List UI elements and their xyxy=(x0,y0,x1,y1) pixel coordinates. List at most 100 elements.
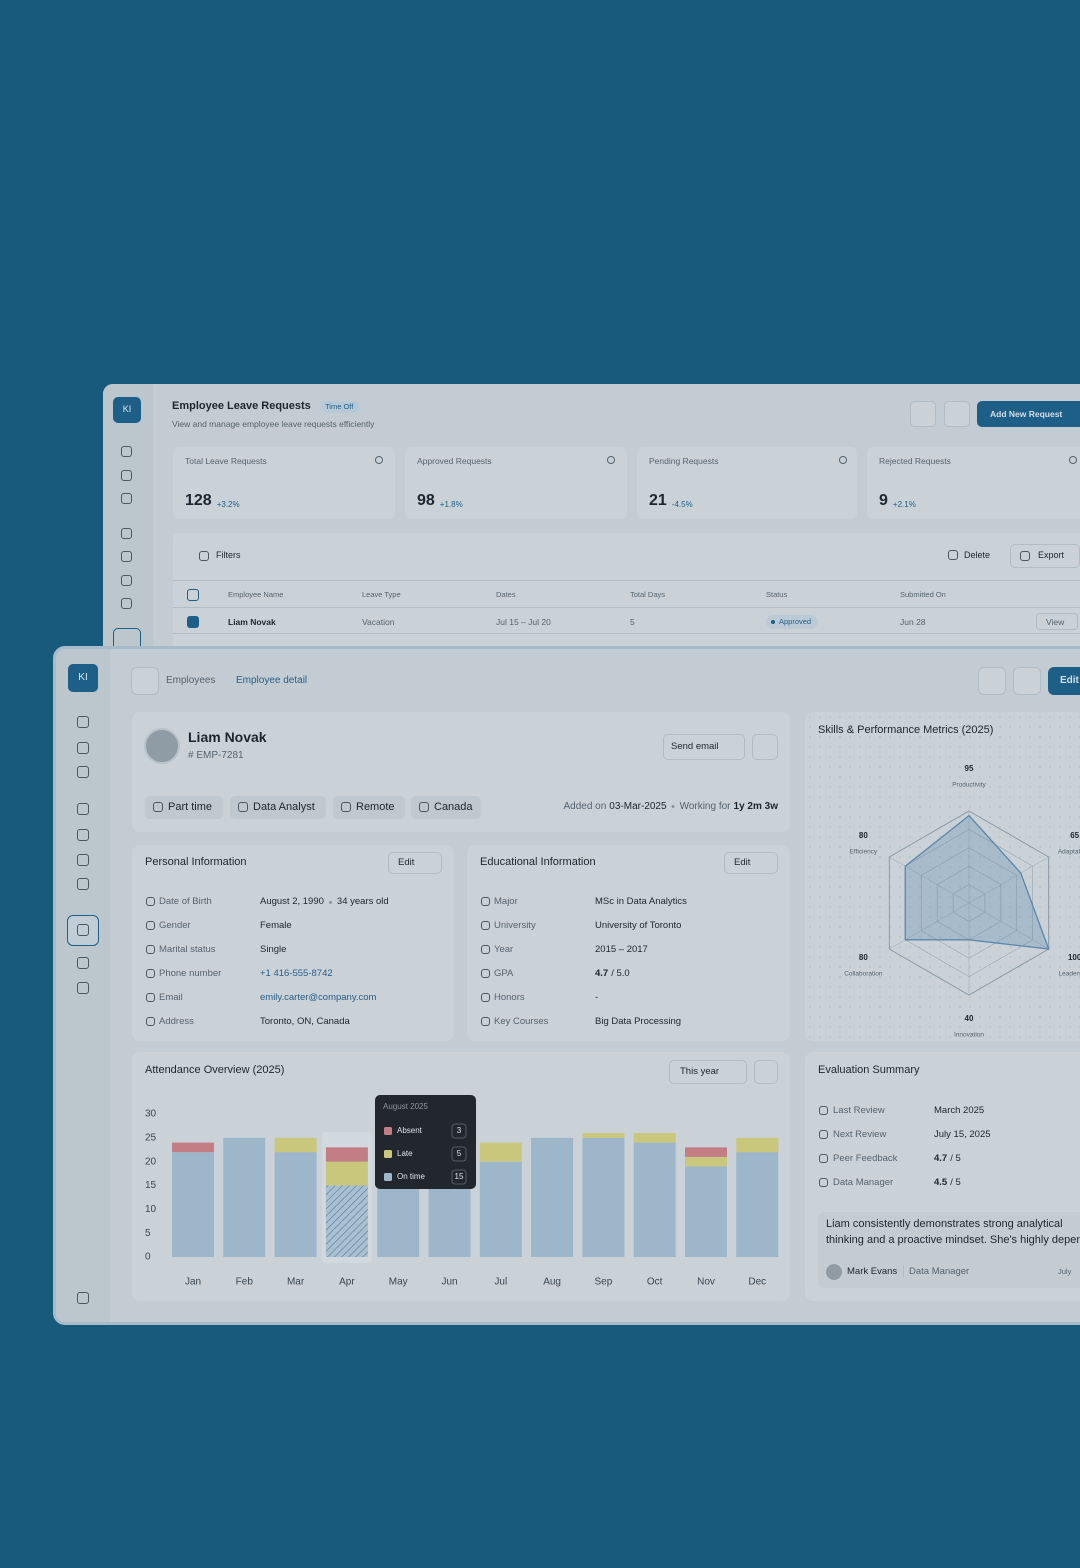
field-icon xyxy=(146,969,155,978)
panel-title: Personal Information xyxy=(145,856,247,869)
logo xyxy=(68,664,98,692)
field-label: Gender xyxy=(159,920,191,932)
nav-icon xyxy=(121,528,132,539)
sidebar xyxy=(56,649,110,1322)
suffix: / 5.0 xyxy=(611,968,630,979)
settings-button[interactable] xyxy=(944,401,970,427)
divider xyxy=(173,633,1080,634)
page-title: Employee Leave Requests xyxy=(172,400,311,413)
stat-label: Pending Requests xyxy=(649,455,719,466)
row-checkbox[interactable] xyxy=(187,616,199,628)
suffix: / 5 xyxy=(950,1177,961,1188)
field-icon xyxy=(481,945,490,954)
edit-button[interactable] xyxy=(388,852,442,874)
divider xyxy=(173,580,1080,581)
view-button[interactable] xyxy=(1036,613,1078,630)
field-label: Data Manager xyxy=(833,1177,894,1189)
tag-icon xyxy=(153,802,163,812)
field-label: Year xyxy=(494,944,514,956)
send-email-button[interactable] xyxy=(663,734,745,760)
value: March 2025 xyxy=(934,1105,985,1116)
tag-text: Remote xyxy=(356,801,395,814)
tag-icon xyxy=(341,802,351,812)
filters-button: Filters xyxy=(216,550,241,561)
feedback-box xyxy=(818,1212,1080,1288)
edit-button[interactable] xyxy=(1048,667,1080,695)
stat-row: 9 +2.1% xyxy=(879,492,916,510)
field-value: University of Toronto xyxy=(595,920,681,932)
employee-id: # EMP-7281 xyxy=(188,749,244,761)
field-icon xyxy=(481,993,490,1002)
nav-icon xyxy=(77,957,89,969)
field-icon xyxy=(819,1178,828,1187)
added-label: Added on xyxy=(563,801,607,812)
field-value: August 2, 1990 34 years old xyxy=(260,896,389,908)
status-text: Approved xyxy=(779,617,812,627)
field-label: Last Review xyxy=(833,1105,885,1117)
cell: Jun 28 xyxy=(900,616,926,627)
help-icon xyxy=(375,456,383,464)
field-label: Phone number xyxy=(159,968,222,980)
send-email-text: Send email xyxy=(671,741,719,753)
filter-icon xyxy=(199,551,209,561)
status-badge xyxy=(766,615,818,629)
field-value: emily.carter@company.com xyxy=(260,992,376,1004)
column-header: Employee Name xyxy=(228,590,284,600)
feedback-date: July xyxy=(1058,1267,1072,1277)
field-value: Single xyxy=(260,944,286,956)
field-label: GPA xyxy=(494,968,514,980)
value: Big Data Processing xyxy=(595,1016,682,1027)
edit-text: Edit xyxy=(398,857,415,869)
tag-text: Canada xyxy=(434,801,473,814)
panel-title: Educational Information xyxy=(480,856,596,869)
feedback-text: Liam consistently demonstrates strong an… xyxy=(826,1218,1063,1231)
logo-text: KI xyxy=(122,404,132,415)
logo xyxy=(113,397,141,423)
employee-name: Liam Novak xyxy=(188,729,267,746)
panel-title: Skills & Performance Metrics (2025) xyxy=(818,724,994,737)
value: Toronto, ON, Canada xyxy=(260,1016,350,1027)
value: Female xyxy=(260,920,292,931)
period-dropdown[interactable] xyxy=(669,1060,747,1084)
add-button[interactable] xyxy=(977,401,1080,427)
settings-button[interactable] xyxy=(1013,667,1041,695)
edit-button[interactable] xyxy=(724,852,778,874)
select-all[interactable] xyxy=(187,589,199,601)
stat-card xyxy=(405,447,627,519)
column-header: Dates xyxy=(496,590,516,600)
stat-value: 128 xyxy=(185,492,212,509)
view-text: View xyxy=(1046,616,1065,627)
stat-label: Approved Requests xyxy=(417,455,492,466)
field-icon xyxy=(481,1017,490,1026)
help-icon xyxy=(607,456,615,464)
value: 4.7 xyxy=(595,968,609,979)
field-value: 4.5/ 5 xyxy=(934,1177,961,1189)
search-button[interactable] xyxy=(978,667,1006,695)
field-value: - xyxy=(595,992,598,1004)
field-label: University xyxy=(494,920,536,932)
status-dot xyxy=(771,620,775,624)
add-button-text: Add New Request xyxy=(990,408,1063,419)
field-icon xyxy=(481,897,490,906)
added-info: Added on 03-Mar-2025 Working for 1y 2m 3w xyxy=(563,801,778,812)
separator xyxy=(328,900,332,904)
search-button[interactable] xyxy=(910,401,936,427)
subtitle: View and manage employee leave requests … xyxy=(172,418,375,429)
column-header: Submitted On xyxy=(900,590,946,600)
field-icon xyxy=(146,945,155,954)
note: 34 years old xyxy=(336,896,389,907)
tag-icon xyxy=(238,802,248,812)
nav-icon xyxy=(121,446,132,457)
back-button[interactable] xyxy=(131,667,159,695)
divider xyxy=(903,1266,904,1277)
value: University of Toronto xyxy=(595,920,682,931)
stat-change: +2.1% xyxy=(892,499,916,509)
field-value: July 15, 2025 xyxy=(934,1129,991,1141)
more-button[interactable] xyxy=(752,734,778,760)
tag xyxy=(333,796,405,819)
more-button[interactable] xyxy=(754,1060,778,1084)
nav-icon xyxy=(77,878,89,890)
stat-value: 98 xyxy=(417,492,435,509)
nav-icon xyxy=(121,551,132,562)
field-value: Toronto, ON, Canada xyxy=(260,1016,350,1028)
